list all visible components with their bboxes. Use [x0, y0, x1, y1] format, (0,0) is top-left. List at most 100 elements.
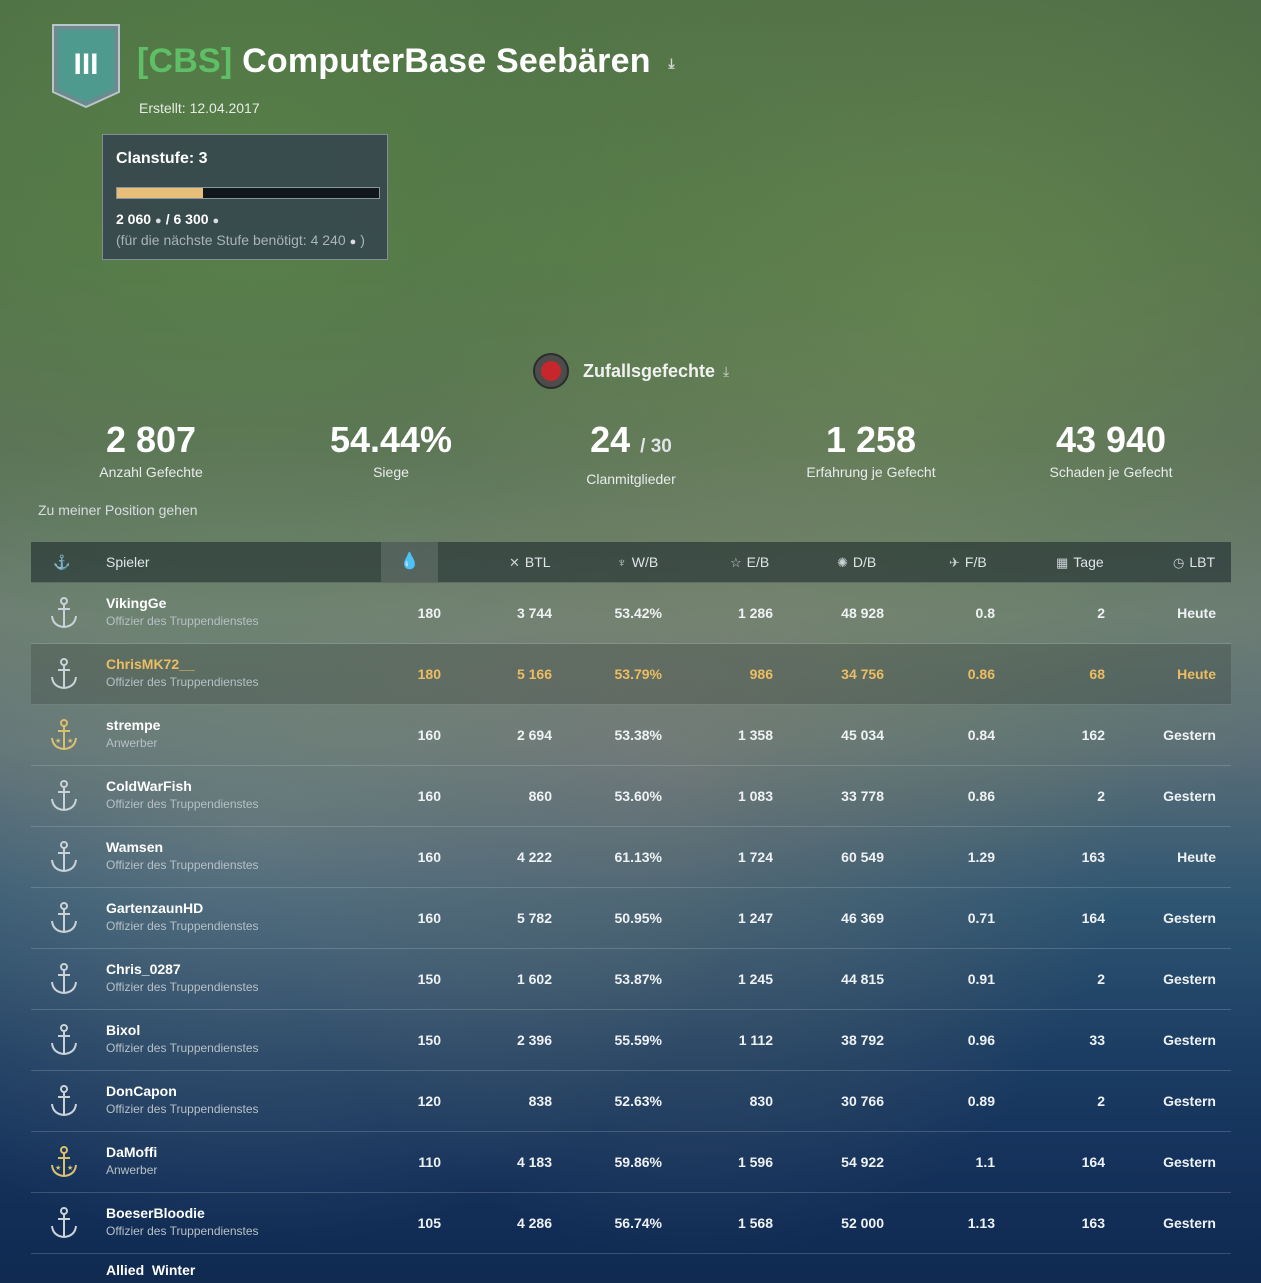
cell-db: 44 815	[841, 971, 884, 987]
cell-tage: 164	[1081, 1154, 1105, 1170]
cell-oil: 160	[417, 727, 441, 743]
chevron-down-icon[interactable]: ⤓	[668, 54, 675, 71]
calendar-icon: ▦	[1056, 555, 1069, 570]
cell-tage: 163	[1081, 1215, 1105, 1231]
col-fb[interactable]: ✈ F/B	[949, 554, 987, 570]
members-table: ⚓ Spieler 💧 ✕ BTL ♆ W/B ☆ E/B ✺ D/B ✈ F/B ▦ Ta…	[31, 542, 1231, 1276]
cell-fb: 1.13	[967, 1215, 995, 1231]
player-name[interactable]: GartenzaunHD	[106, 900, 204, 916]
cell-tage: 164	[1081, 910, 1105, 926]
player-name[interactable]: Wamsen	[106, 839, 164, 855]
anchor-icon[interactable]: ⚓	[53, 554, 71, 570]
oil-drop-icon: 💧	[399, 553, 420, 570]
star-icon: ☆	[730, 555, 742, 570]
cell-wb: 55.59%	[614, 1032, 662, 1048]
table-row[interactable]: Bixol Offizier des Truppendienstes 150 2 39…	[31, 1010, 1231, 1071]
cell-wb: 59.86%	[614, 1154, 662, 1170]
table-row[interactable]: Chris_0287 Offizier des Truppendienstes 15…	[31, 949, 1231, 1010]
goto-my-position-link[interactable]: Zu meiner Position gehen	[38, 502, 198, 518]
cell-oil: 150	[417, 1032, 441, 1048]
clan-name: ComputerBase Seebären	[242, 42, 651, 80]
player-name[interactable]: strempe	[106, 717, 161, 733]
col-oil[interactable]: 💧	[381, 542, 438, 582]
emblem-numeral: III	[73, 48, 98, 81]
clan-title[interactable]: [CBS] ComputerBase Seebären ⤓	[137, 42, 675, 81]
stat-label: Clanmitglieder	[586, 471, 676, 487]
table-row[interactable]: ★ ★ DaMoffi Anwerber 110 4 183 59.86% 1 596 54 …	[31, 1132, 1231, 1193]
cell-db: 38 792	[841, 1032, 884, 1048]
table-row[interactable]: DonCapon Offizier des Truppendienstes 120 8…	[31, 1071, 1231, 1132]
player-name[interactable]: DonCapon	[106, 1083, 177, 1099]
player-role: Anwerber	[106, 1163, 158, 1177]
gold-anchor-icon: ★ ★	[49, 718, 79, 752]
oil-needed-close: )	[360, 232, 365, 248]
stat-experience: 1 258 Erfahrung je Gefecht	[751, 419, 991, 481]
cell-wb: 53.87%	[614, 971, 662, 987]
cell-wb: 61.13%	[614, 849, 662, 865]
table-row[interactable]: ColdWarFish Offizier des Truppendienstes 1…	[31, 766, 1231, 827]
cell-eb: 1 568	[737, 1215, 773, 1231]
player-name[interactable]: ColdWarFish	[106, 778, 192, 794]
cell-eb: 1 358	[737, 727, 773, 743]
stat-value: 24	[590, 419, 631, 460]
cell-btl: 3 744	[516, 605, 552, 621]
stat-sub: / 30	[640, 436, 672, 457]
player-name[interactable]: ChrisMK72__	[106, 656, 195, 672]
col-tage[interactable]: ▦ Tage	[1056, 554, 1104, 570]
cell-eb: 1 247	[737, 910, 773, 926]
cell-oil: 160	[417, 849, 441, 865]
cell-tage: 2	[1097, 788, 1105, 804]
cell-lbt: Gestern	[1163, 910, 1216, 926]
table-row-partial[interactable]: Allied_Winter	[31, 1254, 1231, 1276]
cell-eb: 1 245	[737, 971, 773, 987]
battle-mode-selector[interactable]: Zufallsgefechte ⤓	[533, 353, 729, 389]
col-eb[interactable]: ☆ E/B	[730, 554, 770, 570]
cell-db: 52 000	[841, 1215, 884, 1231]
oil-drop-icon: ●	[212, 215, 220, 227]
col-db[interactable]: ✺ D/B	[837, 554, 877, 570]
player-name[interactable]: Chris_0287	[106, 961, 181, 977]
player-name[interactable]: DaMoffi	[106, 1144, 158, 1160]
cell-oil: 160	[417, 910, 441, 926]
col-wb[interactable]: ♆ W/B	[617, 554, 659, 570]
stat-label: Erfahrung je Gefecht	[806, 464, 936, 480]
oil-total: / 6 300	[165, 211, 209, 227]
cell-btl: 1 602	[516, 971, 552, 987]
table-row[interactable]: ★ ★ strempe Anwerber 160 2 694 53.38% 1 358 45 …	[31, 705, 1231, 766]
player-name[interactable]: VikingGe	[106, 595, 167, 611]
cell-btl: 2 396	[516, 1032, 552, 1048]
player-name[interactable]: Allied_Winter	[106, 1262, 196, 1276]
oil-needed-text: (für die nächste Stufe benötigt: 4 240	[116, 232, 346, 248]
cell-oil: 150	[417, 971, 441, 987]
stat-value: 1 258	[825, 419, 917, 460]
anchor-icon	[49, 1206, 79, 1240]
table-row[interactable]: Wamsen Offizier des Truppendienstes 160 4 2…	[31, 827, 1231, 888]
cell-db: 33 778	[841, 788, 884, 804]
player-name[interactable]: Bixol	[106, 1022, 141, 1038]
clan-tag: [CBS]	[137, 42, 233, 80]
anchor-icon	[49, 596, 79, 630]
table-row[interactable]: GartenzaunHD Offizier des Truppendienstes…	[31, 888, 1231, 949]
col-btl[interactable]: ✕ BTL	[509, 554, 551, 570]
anchor-icon	[49, 657, 79, 691]
col-player[interactable]: Spieler	[106, 554, 150, 570]
table-row[interactable]: VikingGe Offizier des Truppendienstes 180 3…	[31, 583, 1231, 644]
trophy-icon: ♆	[617, 555, 627, 570]
cell-tage: 2	[1097, 605, 1105, 621]
player-name[interactable]: BoeserBloodie	[106, 1205, 205, 1221]
stat-value: 2 807	[105, 419, 197, 460]
cell-eb: 830	[749, 1093, 773, 1109]
chevron-down-icon[interactable]: ⤓	[723, 362, 730, 379]
col-lbt[interactable]: ◷ LBT	[1173, 554, 1216, 570]
table-row[interactable]: BoeserBloodie Offizier des Truppendienste…	[31, 1193, 1231, 1254]
cell-oil: 110	[418, 1154, 441, 1170]
stat-damage: 43 940 Schaden je Gefecht	[991, 420, 1231, 481]
stat-members: 24 / 30 Clanmitglieder	[511, 419, 751, 488]
cell-fb: 0.86	[967, 666, 995, 682]
battle-mode-label: Zufallsgefechte	[583, 360, 716, 381]
cell-btl: 838	[528, 1093, 552, 1109]
cell-tage: 2	[1097, 1093, 1105, 1109]
cell-eb: 1 286	[737, 605, 773, 621]
table-row[interactable]: ChrisMK72__ Offizier des Truppendienstes 1…	[31, 644, 1231, 705]
cell-lbt: Heute	[1177, 849, 1216, 865]
